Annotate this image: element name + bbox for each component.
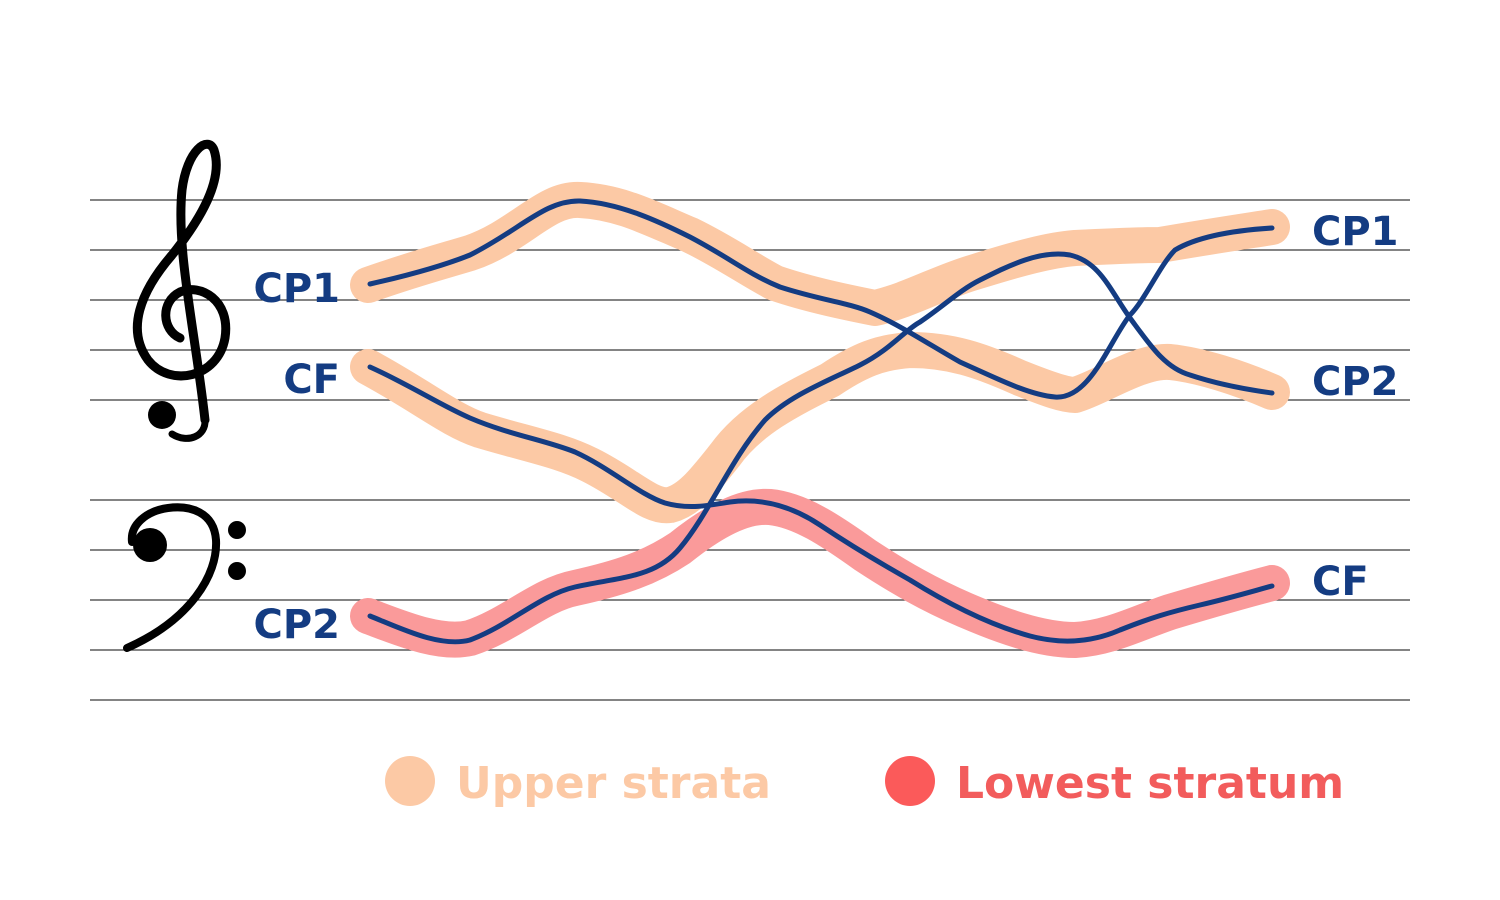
right-label-cp1: CP1 <box>1312 209 1399 255</box>
legend: Upper strata Lowest stratum <box>385 756 1344 809</box>
legend-dot-lowest <box>885 756 935 806</box>
left-label-cp2: CP2 <box>253 602 340 648</box>
upper-stratum-band <box>350 182 1290 326</box>
treble-clef-icon <box>132 139 231 442</box>
bass-clef-icon <box>123 503 246 652</box>
legend-dot-upper <box>385 756 435 806</box>
cp2-voice-line <box>367 251 1275 645</box>
right-label-cp2: CP2 <box>1312 359 1399 405</box>
cp1-voice-line <box>367 198 1275 400</box>
legend-label-lowest: Lowest stratum <box>956 758 1344 809</box>
strata-bands <box>350 182 1290 658</box>
left-label-cf: CF <box>283 357 340 403</box>
right-label-cf: CF <box>1312 559 1369 605</box>
left-label-cp1: CP1 <box>253 266 340 312</box>
legend-label-upper: Upper strata <box>456 758 771 809</box>
cf-voice-line <box>367 364 1275 644</box>
voice-lines <box>367 198 1275 645</box>
